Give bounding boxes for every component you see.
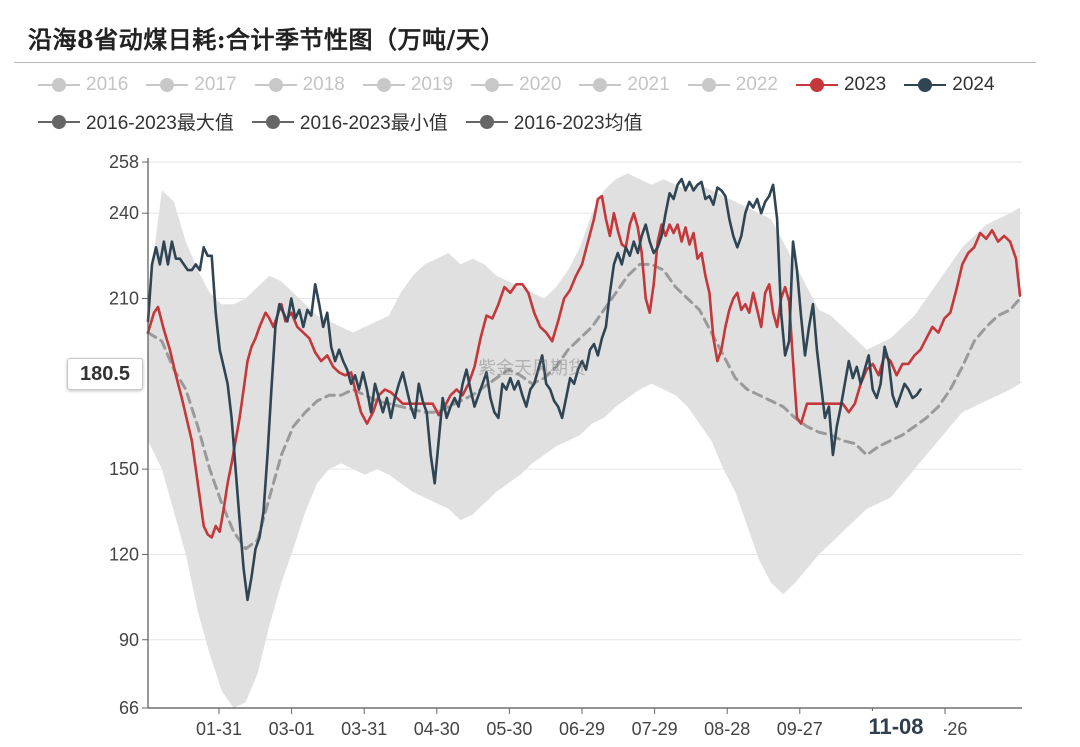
legend-marker-icon bbox=[795, 77, 838, 92]
legend-item[interactable]: 2016-2023最小值 bbox=[251, 108, 448, 135]
legend-label: 2022 bbox=[735, 73, 778, 95]
x-tick-label: 09-27 bbox=[777, 719, 823, 739]
legend-label: 2016-2023最大值 bbox=[86, 113, 234, 134]
x-tick-label: 08-28 bbox=[704, 719, 750, 739]
legend-item[interactable]: 2021 bbox=[579, 73, 670, 96]
legend-marker-icon bbox=[579, 77, 622, 92]
y-tick-label: 240 bbox=[109, 203, 139, 223]
series-lines bbox=[146, 177, 1022, 602]
x-tick-label: 03-31 bbox=[341, 719, 387, 739]
legend-marker-icon bbox=[251, 114, 294, 129]
legend-label: 2024 bbox=[952, 73, 995, 95]
legend-label: 2016-2023最小值 bbox=[299, 113, 448, 134]
legend-item[interactable]: 2024 bbox=[904, 73, 995, 96]
x-tick-label: 01-31 bbox=[196, 719, 242, 739]
legend-label: 2019 bbox=[410, 73, 454, 95]
chart-legend: 2016 2017 2018 2019 2020 2021 2022 2023 2024 201… bbox=[38, 66, 1048, 140]
x-tick-label: 06-29 bbox=[559, 719, 605, 739]
max-min-range-band bbox=[148, 173, 1020, 708]
x-tick-label: 03-01 bbox=[269, 719, 315, 739]
legend-item[interactable]: 2016 bbox=[38, 74, 128, 96]
legend-item[interactable]: 2016-2023最大值 bbox=[38, 108, 234, 135]
legend-row: 2016-2023最大值 2016-2023最小值 2016-2023均值 bbox=[38, 103, 1048, 140]
axes: 66 90 120 150 210 240 258 01-31 03-01 03-31 04-30 0… bbox=[109, 152, 1022, 739]
legend-label: 2017 bbox=[194, 73, 237, 95]
x-tick-label: 05-30 bbox=[486, 719, 532, 739]
legend-marker-icon bbox=[904, 77, 947, 92]
legend-marker-icon bbox=[471, 77, 514, 92]
watermark-text: 紫金天风期货 bbox=[478, 358, 586, 378]
x-tick-label: 04-30 bbox=[414, 719, 460, 739]
legend-label: 2021 bbox=[627, 73, 670, 95]
legend-label: 2018 bbox=[302, 73, 345, 95]
title-divider bbox=[14, 62, 1036, 63]
legend-marker-icon bbox=[687, 77, 730, 92]
legend-row: 2016 2017 2018 2019 2020 2021 2022 2023 2024 bbox=[38, 66, 1048, 103]
x-axis-pointer-label: 11-08 bbox=[848, 711, 944, 743]
legend-item[interactable]: 2019 bbox=[362, 73, 454, 96]
y-tick-label: 66 bbox=[119, 698, 139, 718]
y-tick-label: 258 bbox=[109, 152, 139, 172]
legend-label: 2016-2023均值 bbox=[513, 113, 643, 134]
legend-marker-icon bbox=[38, 114, 80, 129]
mean-dashed-line bbox=[146, 262, 1022, 551]
y-tick-label: 90 bbox=[119, 630, 139, 650]
legend-item[interactable]: 2022 bbox=[687, 73, 778, 96]
legend-label: 2020 bbox=[519, 73, 562, 95]
legend-item[interactable]: 2016-2023均值 bbox=[465, 108, 643, 135]
legend-item[interactable]: 2018 bbox=[254, 73, 345, 96]
legend-item[interactable]: 2020 bbox=[471, 74, 561, 96]
legend-marker-icon bbox=[38, 77, 80, 92]
legend-marker-icon bbox=[146, 77, 189, 92]
y-axis-pointer-label: 180.5 bbox=[67, 358, 143, 390]
legend-item[interactable]: 2017 bbox=[146, 73, 237, 96]
y-tick-label: 210 bbox=[109, 289, 139, 309]
y-tick-label: 150 bbox=[109, 459, 139, 479]
legend-marker-icon bbox=[254, 77, 297, 92]
y-tick-label: 120 bbox=[109, 544, 139, 564]
x-tick-label: 07-29 bbox=[632, 719, 678, 739]
legend-label: 2016 bbox=[86, 73, 129, 95]
legend-marker-icon bbox=[362, 77, 405, 92]
series-2024-line bbox=[146, 177, 922, 602]
legend-label: 2023 bbox=[843, 73, 887, 95]
legend-marker-icon bbox=[465, 114, 508, 129]
chart-title: 沿海8省动煤日耗:合计季节性图（万吨/天） bbox=[28, 25, 505, 54]
legend-item[interactable]: 2023 bbox=[795, 73, 887, 96]
